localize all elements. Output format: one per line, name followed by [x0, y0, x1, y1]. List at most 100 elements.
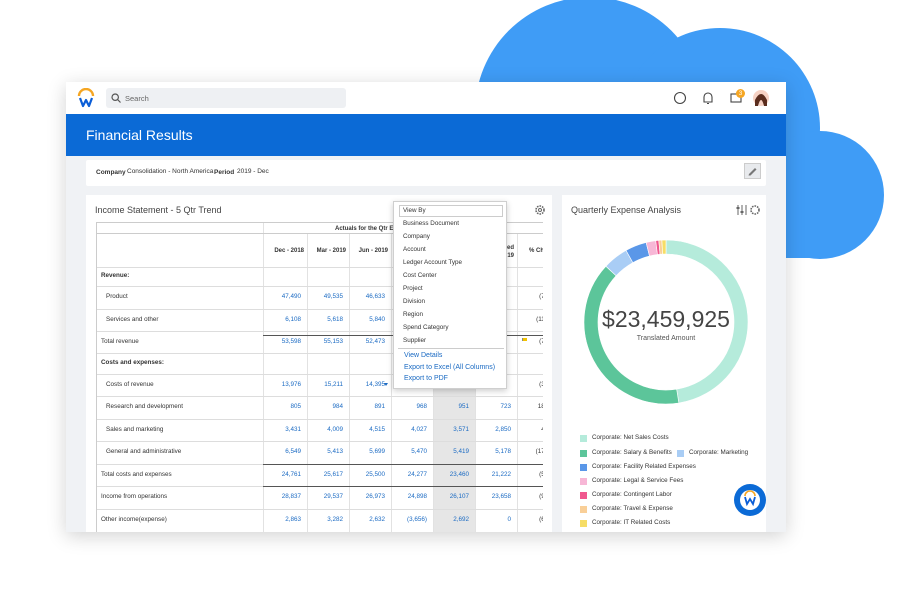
legend-label: Corporate: Marketing [689, 449, 749, 456]
total-line [263, 464, 543, 465]
menu-action[interactable]: Export to PDF [404, 375, 448, 382]
column-line [391, 233, 392, 532]
menu-item[interactable]: Division [403, 298, 426, 305]
legend-swatch [677, 449, 684, 457]
flag-icon [522, 338, 527, 341]
panel-title: Quarterly Expense Analysis [571, 205, 682, 215]
amount-cell: 14,395 [365, 380, 385, 388]
legend-label: Corporate: Facility Related Expenses [592, 463, 696, 470]
panel-icons[interactable] [736, 204, 762, 216]
filter-value: Consolidation - North America [127, 168, 214, 175]
row-line [97, 309, 543, 310]
amount-cell: 49,535 [323, 293, 343, 300]
search-icon [111, 93, 121, 103]
column-header: Jun - 2019 [358, 248, 388, 254]
amount-cell: 55,153 [323, 337, 343, 345]
search-box[interactable] [106, 88, 346, 108]
legend-swatch [580, 505, 587, 513]
amount-cell: 2,692 [453, 516, 469, 523]
amount-cell: 28,837 [281, 493, 301, 500]
amount-cell: 3,282 [327, 516, 343, 523]
row-label: Product [106, 293, 128, 300]
amount-cell: 13,976 [281, 380, 301, 388]
legend-label: Corporate: Net Sales Costs [592, 434, 669, 441]
amount-cell: 23,460 [449, 470, 469, 478]
amount-cell: 805 [290, 403, 301, 410]
page-title: Financial Results [86, 127, 193, 143]
amount-cell: 0 [507, 516, 511, 523]
settings-icon[interactable] [534, 204, 546, 216]
change-cell: (7.5 [539, 337, 543, 345]
amount-cell: 984 [332, 403, 343, 410]
amount-cell: 5,618 [327, 315, 343, 323]
row-line [97, 353, 543, 354]
column-header: % Cha [529, 248, 543, 254]
amount-cell: 723 [500, 403, 511, 410]
row-line [97, 441, 543, 442]
view-by-menu: View By Business Document Company Account Le… [393, 201, 507, 389]
notification-badge [736, 89, 745, 98]
legend-swatch [580, 463, 587, 471]
row-line [97, 374, 543, 375]
logo[interactable] [76, 88, 96, 108]
menu-item[interactable]: Cost Center [403, 272, 437, 279]
menu-item[interactable]: Supplier [403, 337, 427, 344]
donut-total: $23,459,925 [602, 306, 730, 332]
amount-cell: 52,473 [365, 337, 385, 345]
legend-swatch [580, 491, 587, 499]
row-line [97, 419, 543, 420]
column-line [517, 233, 518, 532]
menu-item[interactable]: Account [403, 246, 426, 253]
menu-item[interactable]: Spend Category [403, 324, 449, 331]
menu-item[interactable]: Region [403, 311, 423, 318]
menu-item[interactable]: Project [403, 285, 423, 292]
change-cell: (7.1 [539, 293, 543, 300]
amount-cell: 891 [374, 403, 385, 410]
filter-label: Period [214, 169, 235, 176]
amount-cell: 2,863 [285, 516, 301, 523]
amount-cell: 15,211 [324, 380, 343, 388]
change-cell: 4.1 [510, 426, 543, 433]
menu-action[interactable]: View Details [404, 352, 443, 359]
filter-bar [86, 160, 766, 186]
menu-header: View By [403, 207, 426, 214]
group-header: Actuals for the Qtr En [335, 226, 398, 232]
legend-swatch [580, 449, 587, 457]
menu-header-box [399, 205, 503, 217]
column-line [263, 223, 264, 233]
column-line [263, 233, 264, 532]
amount-cell: 26,973 [365, 493, 385, 500]
amount-cell: 23,658 [491, 493, 511, 500]
menu-action[interactable]: Export to Excel (All Columns) [404, 363, 496, 371]
legend-label: Corporate: Travel & Expense [592, 505, 673, 512]
donut-chart [583, 239, 749, 405]
change-cell: (5.3 [539, 470, 543, 478]
amount-cell: 24,277 [407, 470, 427, 478]
menu-item[interactable]: Company [403, 233, 430, 240]
menu-item[interactable]: Ledger Account Type [403, 259, 463, 266]
row-label: Sales and marketing [106, 425, 164, 433]
donut-segment [661, 239, 667, 255]
row-label: Costs of revenue [106, 380, 154, 388]
amount-cell: 24,898 [407, 493, 427, 500]
row-label: Income from operations [101, 493, 168, 500]
edit-button[interactable] [744, 163, 761, 179]
amount-cell: 5,419 [453, 448, 469, 455]
section-label: Costs and expenses: [101, 359, 164, 366]
amount-cell: 6,549 [285, 448, 301, 455]
change-cell: (3.3 [539, 380, 543, 388]
amount-cell: 25,500 [365, 470, 385, 478]
amount-cell: 29,537 [323, 493, 343, 500]
filter-label: Company [96, 169, 126, 176]
amount-cell: 4,515 [369, 425, 385, 433]
assistant-button[interactable] [733, 483, 767, 517]
menu-item[interactable]: Business Document [403, 220, 459, 227]
amount-cell: 951 [458, 403, 469, 410]
total-line [263, 486, 543, 487]
row-line [97, 331, 543, 332]
legend-swatch [580, 434, 587, 442]
row-label: Other income(expense) [101, 516, 167, 523]
row-line [97, 233, 543, 234]
page-header [66, 114, 786, 156]
column-header: Mar - 2019 [316, 248, 346, 254]
